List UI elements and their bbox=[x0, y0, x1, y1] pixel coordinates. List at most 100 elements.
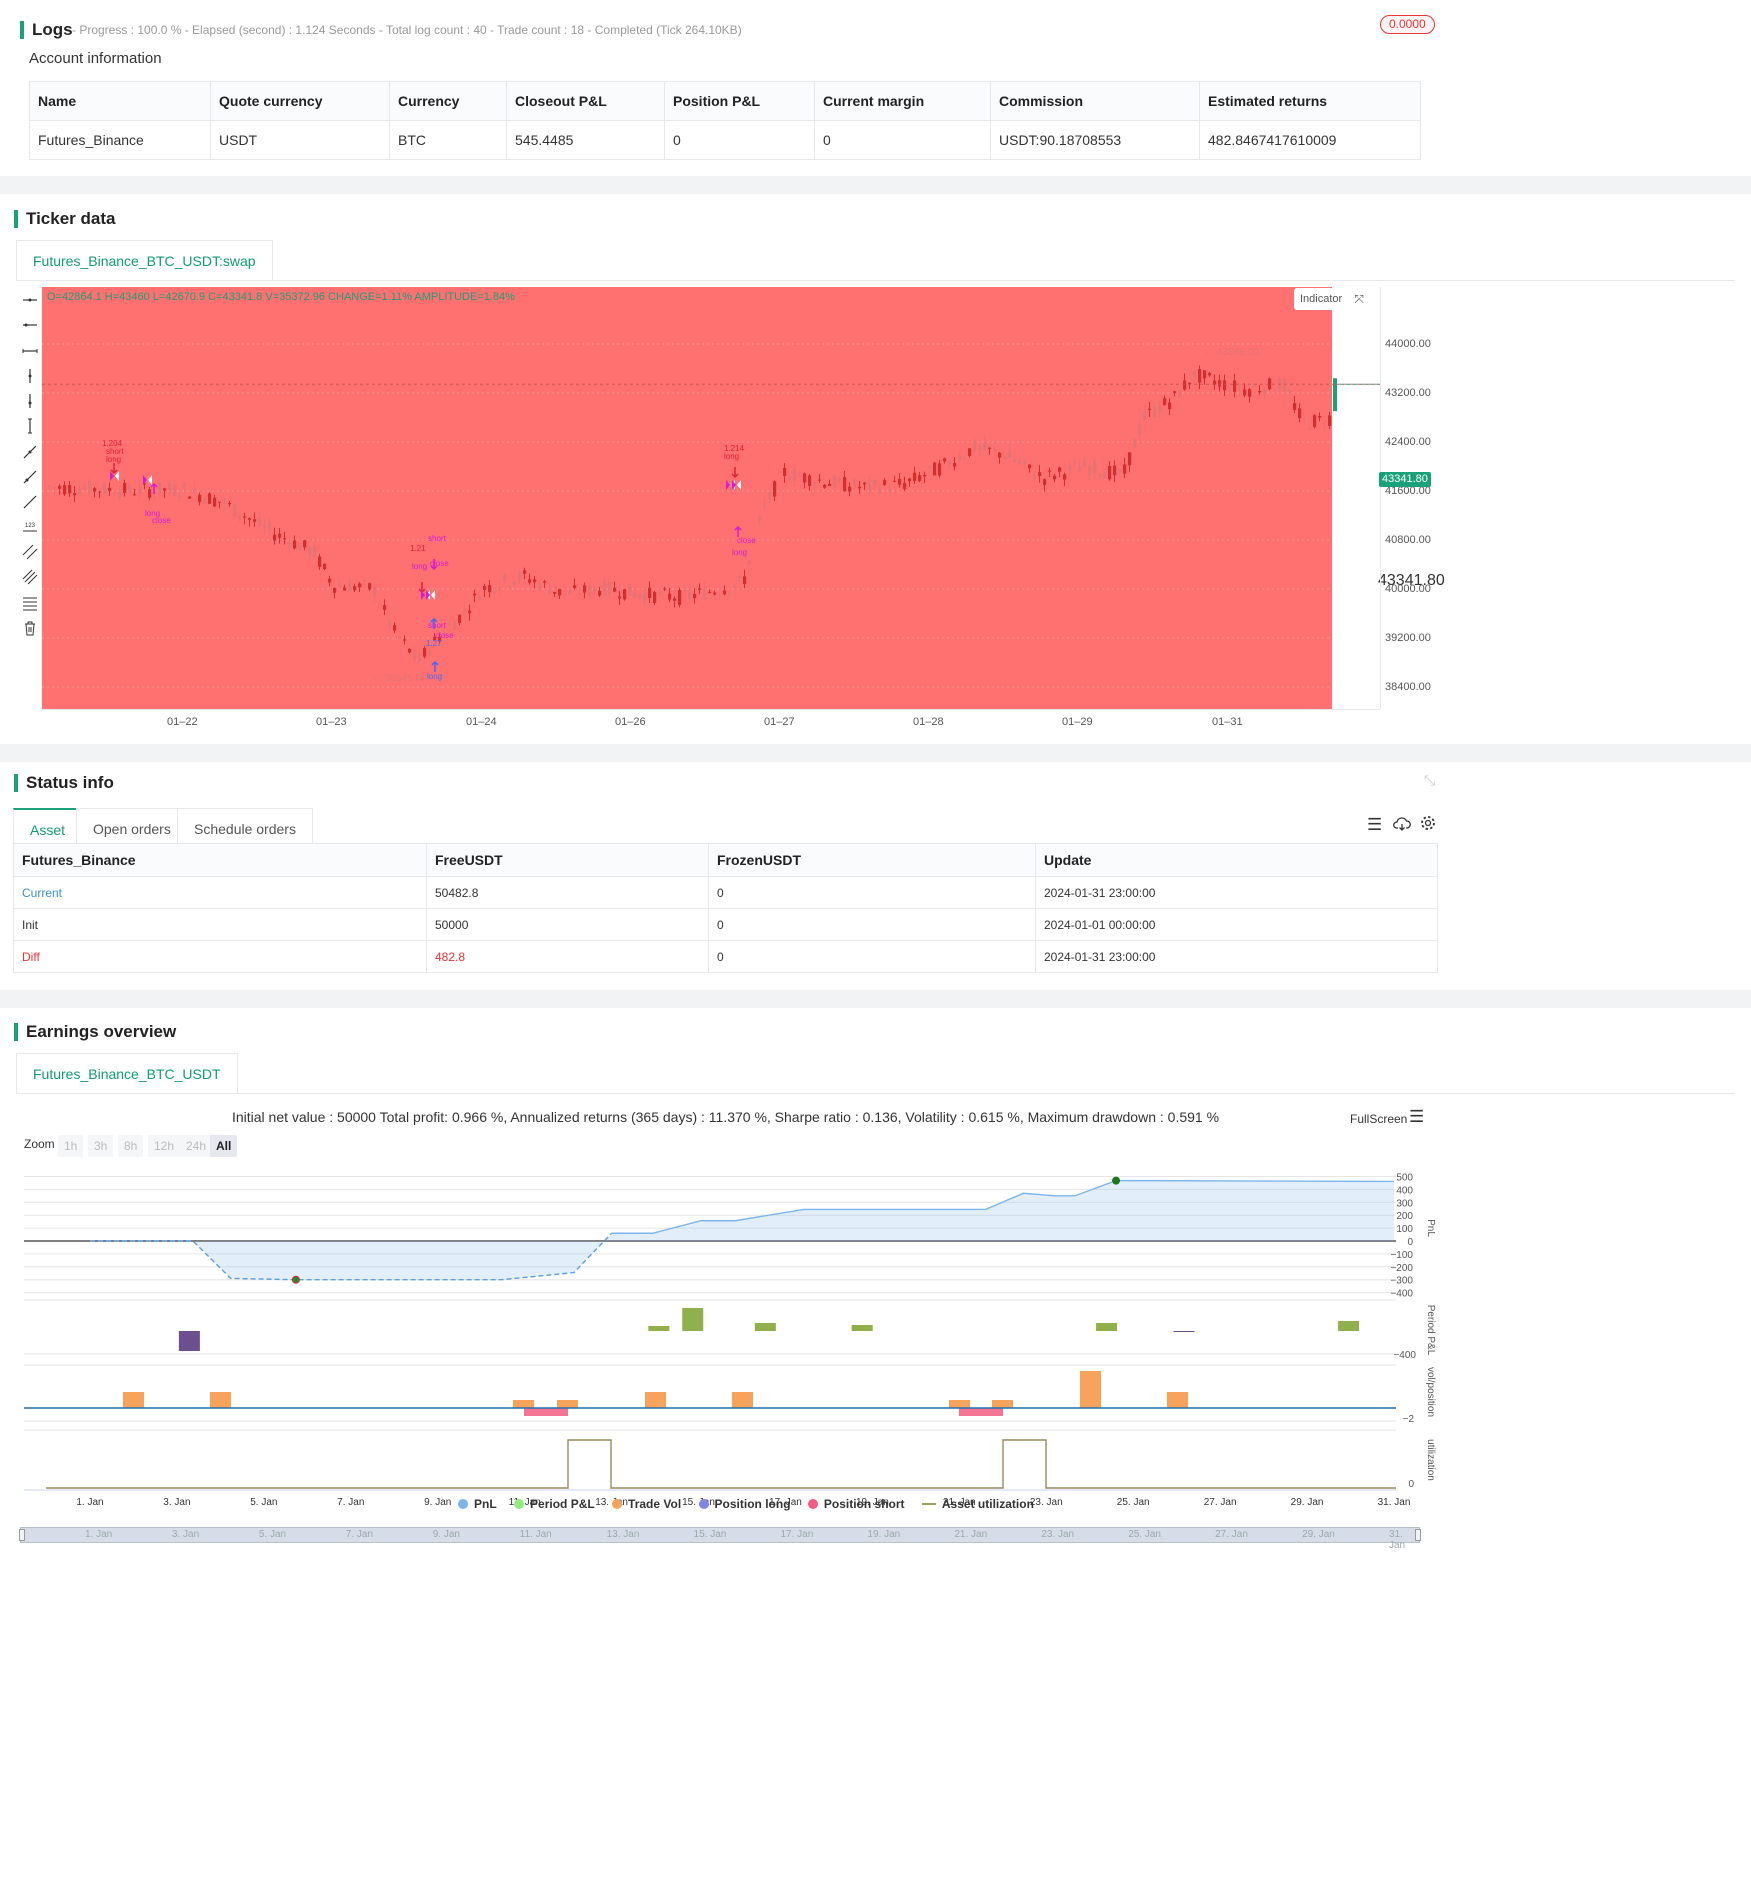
account-cell: 0 bbox=[814, 120, 991, 160]
candlestick-chart[interactable]: ← 43888.00 ← 38545.00 1.204 short long long cl… bbox=[42, 287, 1445, 710]
row-label-init: Init bbox=[13, 908, 427, 941]
candle-body bbox=[563, 593, 567, 596]
legend-item-position-long[interactable]: Position long bbox=[698, 1497, 791, 1511]
price-label-icon[interactable]: 123 bbox=[22, 519, 38, 535]
candle-body bbox=[1218, 380, 1222, 387]
channel-icon[interactable] bbox=[22, 569, 38, 585]
zoom-8h[interactable]: 8h bbox=[118, 1135, 144, 1157]
candle-body bbox=[103, 483, 107, 494]
account-cell: 545.4485 bbox=[506, 120, 665, 160]
candle-body bbox=[723, 590, 727, 595]
gear-icon[interactable] bbox=[1420, 815, 1436, 831]
vertical-segment-icon[interactable] bbox=[22, 418, 38, 434]
candle-body bbox=[203, 498, 207, 504]
candle-body bbox=[803, 473, 807, 483]
time-tick: 01–22 bbox=[167, 716, 198, 728]
candle-body bbox=[1033, 476, 1037, 479]
navigator[interactable]: 1. Jan 3. Jan 5. Jan 7. Jan 9. Jan 11. Jan 13.… bbox=[19, 1527, 1421, 1551]
candle-body bbox=[1103, 473, 1107, 479]
cloud-download-icon[interactable] bbox=[1393, 816, 1411, 832]
zoom-1h[interactable]: 1h bbox=[58, 1135, 84, 1157]
candle-body bbox=[278, 533, 282, 538]
zoom-12h[interactable]: 12h bbox=[148, 1135, 181, 1157]
candle-body bbox=[413, 649, 417, 659]
legend-dot-icon bbox=[698, 1499, 709, 1509]
tab-asset[interactable]: Asset bbox=[13, 808, 83, 848]
navigator-date: 23. Jan bbox=[1041, 1529, 1075, 1540]
table-cell: 482.8 bbox=[426, 940, 709, 973]
ray-line-icon[interactable] bbox=[22, 469, 38, 485]
candle-body bbox=[743, 576, 747, 585]
tab-schedule-orders[interactable]: Schedule orders bbox=[177, 808, 313, 848]
vertical-line-icon[interactable] bbox=[22, 368, 38, 384]
extended-line-icon[interactable] bbox=[22, 343, 38, 359]
candle-body bbox=[838, 477, 842, 482]
trade-marker-icon bbox=[115, 471, 119, 481]
x-axis-date: 31. Jan bbox=[1378, 1497, 1411, 1508]
trash-icon[interactable] bbox=[22, 620, 38, 636]
candle-body bbox=[78, 489, 82, 495]
candle-body bbox=[1288, 390, 1292, 393]
candle-body bbox=[138, 486, 142, 495]
logs-title: Logs bbox=[20, 20, 73, 39]
legend-dot-icon bbox=[807, 1499, 818, 1509]
trade-annotation-label: 1.204 bbox=[102, 439, 123, 448]
candle-body bbox=[1058, 467, 1062, 472]
trade-marker-icon bbox=[431, 590, 435, 600]
candle-body bbox=[928, 465, 932, 469]
menu-icon[interactable]: ☰ bbox=[1409, 1107, 1425, 1126]
candle-body bbox=[1008, 451, 1012, 458]
horizontal-line-icon[interactable] bbox=[22, 292, 38, 308]
candle-body bbox=[1238, 387, 1242, 391]
candle-body bbox=[783, 467, 787, 476]
fullscreen-button[interactable]: FullScreen bbox=[1350, 1112, 1408, 1126]
navigator-handle-left[interactable] bbox=[19, 1529, 25, 1541]
x-axis-date: 19. Jan bbox=[856, 1497, 889, 1508]
candle-body bbox=[943, 458, 947, 462]
candle-body bbox=[553, 591, 557, 594]
navigator-handle-right[interactable] bbox=[1415, 1529, 1421, 1541]
segment-line-icon[interactable] bbox=[22, 494, 38, 510]
parallel-line-icon[interactable] bbox=[22, 544, 38, 560]
utilization-line bbox=[46, 1439, 1396, 1489]
legend-item-pnl[interactable]: PnL bbox=[458, 1497, 497, 1511]
candle-body bbox=[543, 581, 547, 583]
vertical-ray-icon[interactable] bbox=[22, 393, 38, 409]
price-tick: 43200.00 bbox=[1385, 387, 1431, 399]
time-tick: 01–23 bbox=[316, 716, 347, 728]
trade-arrow-icon bbox=[110, 463, 118, 475]
legend-item-asset-utilization[interactable]: Asset utilization bbox=[921, 1497, 1034, 1511]
zoom-3h[interactable]: 3h bbox=[88, 1135, 114, 1157]
list-view-icon[interactable]: ☰ bbox=[1367, 815, 1383, 834]
horizontal-ray-icon[interactable] bbox=[22, 317, 38, 333]
candle-body bbox=[323, 563, 327, 570]
indicator-button[interactable]: Indicator ⤧ bbox=[1294, 288, 1368, 310]
tab-ticker-symbol[interactable]: Futures_Binance_BTC_USDT:swap bbox=[16, 240, 273, 280]
account-header: Position P&L bbox=[664, 81, 815, 121]
expand-icon[interactable]: ⤧ bbox=[1354, 292, 1364, 306]
x-axis-date: 9. Jan bbox=[424, 1497, 451, 1508]
tab-earnings-symbol[interactable]: Futures_Binance_BTC_USDT bbox=[16, 1053, 238, 1093]
fibonacci-icon[interactable] bbox=[22, 595, 38, 611]
trade-annotation-label: 1.21 bbox=[410, 544, 426, 553]
zoom-all[interactable]: All bbox=[210, 1135, 238, 1157]
trade-vol-bar bbox=[1167, 1392, 1188, 1408]
trend-line-icon[interactable] bbox=[22, 444, 38, 460]
chart-background bbox=[42, 287, 1332, 710]
tab-open-orders[interactable]: Open orders bbox=[76, 808, 188, 848]
candle-body bbox=[683, 589, 687, 592]
price-axis: 44000.00 43200.00 42400.00 41600.00 4080… bbox=[1379, 287, 1440, 709]
trade-marker-icon bbox=[110, 471, 114, 481]
legend-item-trade-vol[interactable]: Trade Vol bbox=[612, 1497, 681, 1511]
candle-body bbox=[893, 480, 897, 482]
collapse-icon[interactable]: ⤡ bbox=[1424, 772, 1436, 788]
candle-body bbox=[953, 462, 957, 467]
legend-item-period-pnl[interactable]: Period P&L bbox=[514, 1497, 595, 1511]
price-tick: 42400.00 bbox=[1385, 436, 1431, 448]
table-cell: 2024-01-01 00:00:00 bbox=[1035, 908, 1438, 941]
candle-body bbox=[588, 585, 592, 596]
zoom-24h[interactable]: 24h bbox=[180, 1135, 213, 1157]
candle-body bbox=[1113, 465, 1117, 476]
legend-item-position-short[interactable]: Position short bbox=[807, 1497, 905, 1511]
